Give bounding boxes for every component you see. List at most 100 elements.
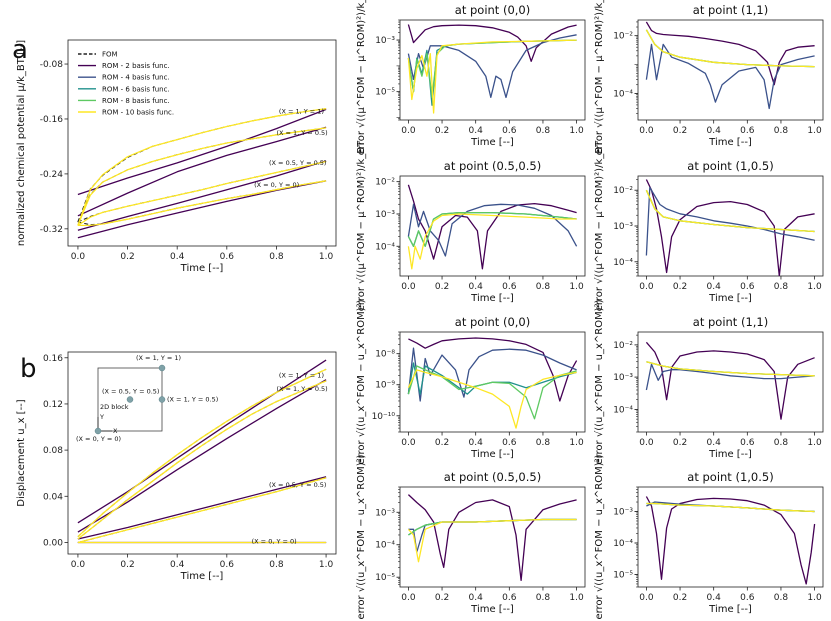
series-line bbox=[645, 179, 815, 276]
series-line bbox=[645, 341, 815, 420]
curve-annotation: (X = 0.5, Y = 0.5) bbox=[269, 481, 326, 489]
y-tick-label: 10⁻⁸ bbox=[375, 350, 395, 360]
legend-label: ROM - 8 basis func. bbox=[102, 97, 170, 105]
y-tick-label: -0.08 bbox=[40, 60, 64, 70]
chart-a-main: 0.0 0.2 0.4 0.6 0.8 1.0 -0.32 -0.24 -0.16 -0.08 Ti… bbox=[16, 39, 337, 274]
series-line bbox=[407, 34, 577, 99]
y-tick-label: 10⁻² bbox=[613, 341, 633, 351]
series-line bbox=[77, 160, 327, 231]
series-line bbox=[77, 359, 327, 524]
chart-b-err-0505: 0.0 0.2 0.4 0.6 0.8 1.0 10⁻⁵ 10⁻⁴ 10⁻³ Time [--] e… bbox=[356, 454, 586, 620]
x-tick-label: 0.6 bbox=[740, 282, 755, 292]
x-tick-label: 0.4 bbox=[707, 438, 722, 448]
inset-2d-block: 2D block X Y (X = 1, Y = 1) (X = 0.5, Y = 0.… bbox=[76, 354, 218, 443]
x-tick-label: 0.6 bbox=[740, 438, 755, 448]
x-tick-label: 1.0 bbox=[807, 282, 822, 292]
chart-title: at point (0.5,0.5) bbox=[444, 470, 541, 484]
inset-point-marker bbox=[126, 396, 134, 403]
series-line bbox=[407, 213, 577, 270]
legend-label: ROM - 6 basis func. bbox=[102, 85, 170, 93]
x-tick-label: 0.0 bbox=[401, 438, 416, 448]
x-tick-label: 0.8 bbox=[774, 126, 789, 136]
x-tick-label: 0.8 bbox=[536, 438, 551, 448]
inset-block-label: 2D block bbox=[100, 403, 129, 411]
x-tick-label: 1.0 bbox=[807, 593, 822, 603]
legend-label: ROM - 10 basis func. bbox=[102, 109, 174, 117]
x-tick-label: 0.4 bbox=[707, 126, 722, 136]
y-tick-label: 10⁻³ bbox=[375, 508, 395, 518]
y-tick-label: 10⁻⁵ bbox=[613, 570, 633, 580]
x-tick-label: 0.4 bbox=[469, 282, 484, 292]
chart-title: at point (1,0.5) bbox=[687, 159, 773, 173]
y-axis-label: normalized chemical potential μ/k_BT [--… bbox=[16, 40, 27, 246]
chart-a-err-0505: 0.0 0.2 0.4 0.6 0.8 1.0 10⁻⁴ 10⁻³ 10⁻² Time [--] e… bbox=[356, 140, 586, 311]
y-tick-label: 10⁻⁵ bbox=[375, 88, 395, 98]
chart-b-err-00: 0.0 0.2 0.4 0.6 0.8 1.0 10⁻¹⁰ 10⁻⁹ 10⁻⁸ Time [--]… bbox=[356, 299, 586, 465]
series-group bbox=[645, 179, 815, 276]
series-line bbox=[645, 29, 815, 68]
x-tick-label: 1.0 bbox=[807, 438, 822, 448]
chart-title: at point (1,0.5) bbox=[687, 470, 773, 484]
x-tick-label: 0.2 bbox=[435, 126, 449, 136]
y-axis-label: error √((u_x^FOM − u_x^ROM)²) bbox=[356, 454, 367, 619]
legend-label: ROM - 2 basis func. bbox=[102, 62, 170, 70]
chart-a-err-105: 0.0 0.2 0.4 0.6 0.8 1.0 10⁻⁴ 10⁻³ 10⁻² Time [--] e… bbox=[594, 140, 824, 311]
x-tick-label: 0.6 bbox=[220, 560, 235, 570]
x-tick-label: 0.6 bbox=[502, 438, 517, 448]
series-line bbox=[77, 476, 327, 540]
series-line bbox=[646, 502, 815, 513]
series-group bbox=[407, 184, 578, 270]
series-line bbox=[408, 337, 578, 402]
series-line bbox=[407, 369, 577, 429]
series-line bbox=[407, 494, 577, 582]
y-tick-label: 10⁻⁵ bbox=[375, 573, 395, 583]
series-group bbox=[77, 359, 327, 544]
series-group bbox=[407, 337, 578, 429]
chart-title: at point (1,1) bbox=[693, 3, 768, 17]
series-line bbox=[77, 379, 327, 533]
series-line bbox=[645, 21, 815, 86]
series-line bbox=[407, 184, 577, 270]
x-tick-label: 0.0 bbox=[639, 438, 654, 448]
x-tick-label: 0.2 bbox=[120, 560, 134, 570]
x-axis-label: Time [--] bbox=[470, 137, 514, 148]
x-tick-label: 0.8 bbox=[269, 252, 284, 262]
x-tick-label: 0.8 bbox=[774, 282, 789, 292]
x-tick-label: 0.8 bbox=[774, 593, 789, 603]
inset-point-label: (X = 1, Y = 1) bbox=[136, 354, 181, 362]
series-line bbox=[77, 127, 327, 226]
y-tick-label: 10⁻⁴ bbox=[613, 539, 633, 549]
legend-label: FOM bbox=[102, 51, 118, 59]
series-line bbox=[407, 39, 577, 114]
x-tick-label: 0.8 bbox=[536, 593, 551, 603]
y-axis-label: Displacement u_x [--] bbox=[16, 399, 27, 506]
series-line bbox=[645, 496, 816, 585]
x-tick-label: 0.0 bbox=[639, 126, 654, 136]
y-axis-label: error √((μ^FOM − μ^ROM)²)/k_BT bbox=[594, 140, 605, 311]
x-tick-label: 0.6 bbox=[740, 593, 755, 603]
series-line bbox=[77, 160, 327, 223]
x-tick-label: 0.0 bbox=[71, 252, 86, 262]
axes-frame bbox=[399, 486, 586, 588]
y-tick-label: 10⁻² bbox=[375, 178, 395, 188]
series-line bbox=[77, 368, 327, 538]
y-tick-label: -0.24 bbox=[40, 170, 64, 180]
x-tick-label: 1.0 bbox=[319, 252, 334, 262]
x-tick-label: 0.4 bbox=[170, 560, 185, 570]
legend-label: ROM - 4 basis func. bbox=[102, 74, 170, 82]
series-line bbox=[77, 108, 327, 196]
y-tick-label: -0.16 bbox=[40, 115, 64, 125]
y-tick-label: 0.00 bbox=[43, 538, 63, 548]
x-tick-label: 0.0 bbox=[401, 593, 416, 603]
x-tick-label: 0.8 bbox=[536, 126, 551, 136]
chart-title: at point (1,1) bbox=[693, 315, 768, 329]
chart-a-err-11: 0.0 0.2 0.4 0.6 0.8 1.0 10⁻⁴ 10⁻² Time [--] error… bbox=[594, 0, 824, 155]
y-tick-label: 10⁻³ bbox=[375, 36, 395, 46]
curve-annotation: (X = 0, Y = 0) bbox=[252, 538, 297, 546]
x-tick-label: 1.0 bbox=[807, 126, 822, 136]
chart-title: at point (0,0) bbox=[455, 315, 530, 329]
inset-point-label: (X = 0.5, Y = 0.5) bbox=[102, 388, 159, 396]
x-tick-label: 0.4 bbox=[469, 438, 484, 448]
curve-annotation: (X = 1, Y = 1) bbox=[279, 107, 324, 115]
